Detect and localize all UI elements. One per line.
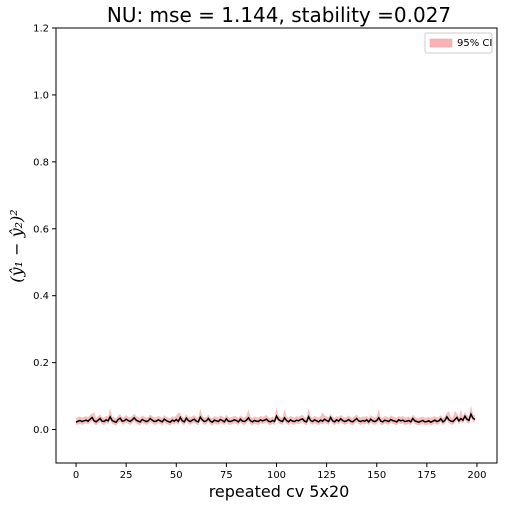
legend-swatch-ci xyxy=(429,38,453,48)
legend: 95% CI xyxy=(424,32,493,54)
x-tick-label: 0 xyxy=(73,470,79,481)
x-tick-label: 25 xyxy=(120,470,133,481)
y-tick-label: 0.0 xyxy=(33,425,49,436)
legend-label-ci: 95% CI xyxy=(457,38,492,49)
x-tick-label: 150 xyxy=(367,470,386,481)
legend-box xyxy=(424,32,493,54)
y-tick-label: 0.8 xyxy=(33,157,49,168)
y-axis: 0.0 0.2 0.4 0.6 0.8 1.0 1.2 xyxy=(33,24,56,436)
y-tick-label: 0.4 xyxy=(33,291,49,302)
chart-title: NU: mse = 1.144, stability =0.027 xyxy=(107,3,451,27)
plot-frame xyxy=(55,27,498,464)
x-tick-label: 175 xyxy=(417,470,436,481)
x-axis-label: repeated cv 5x20 xyxy=(209,482,350,501)
x-tick-label: 100 xyxy=(267,470,286,481)
x-tick-label: 125 xyxy=(317,470,336,481)
y-axis-label: (ŷ₁ − ŷ₂)² xyxy=(7,209,26,282)
ci-band xyxy=(76,405,475,426)
y-tick-label: 1.0 xyxy=(33,90,49,101)
x-tick-label: 50 xyxy=(170,470,183,481)
mean-line-layer xyxy=(75,412,476,424)
y-tick-label: 0.6 xyxy=(33,224,49,235)
ci-band-layer xyxy=(76,405,475,426)
mean-line xyxy=(75,412,476,424)
x-tick-label: 75 xyxy=(220,470,233,481)
x-axis: 0 25 50 75 100 125 150 175 200 xyxy=(73,463,487,481)
x-tick-label: 200 xyxy=(467,470,486,481)
y-tick-label: 0.2 xyxy=(33,358,49,369)
y-tick-label: 1.2 xyxy=(33,24,49,35)
